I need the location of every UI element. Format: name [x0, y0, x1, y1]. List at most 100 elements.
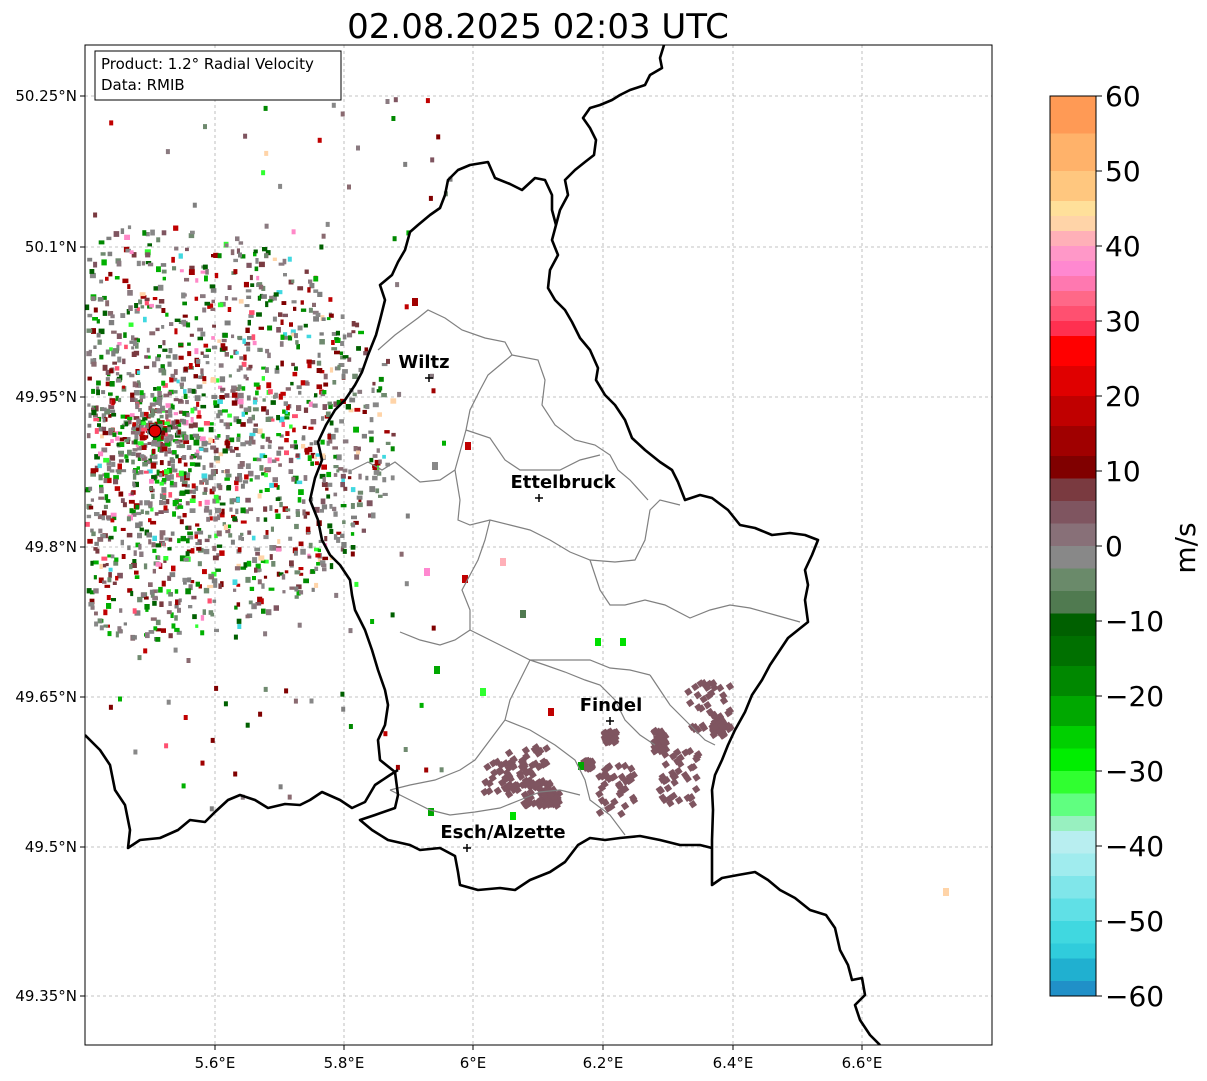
echo-pixel — [336, 536, 341, 543]
echo-pixel — [280, 319, 284, 325]
echo-pixel — [489, 759, 498, 768]
echo-pixel — [520, 610, 526, 618]
echo-pixel — [247, 470, 254, 477]
colorbar-band — [1050, 478, 1096, 502]
echo-pixel — [208, 474, 214, 481]
echo-pixel — [161, 446, 168, 452]
echo-pixel — [412, 298, 418, 306]
echo-pixel — [189, 265, 195, 270]
echo-pixel — [261, 285, 266, 291]
echo-pixel — [210, 307, 216, 311]
echo-pixel — [138, 299, 143, 305]
echo-pixel — [222, 522, 226, 527]
echo-pixel — [93, 261, 98, 268]
echo-pixel — [155, 619, 161, 626]
echo-pixel — [261, 472, 266, 476]
echo-pixel — [218, 583, 222, 589]
echo-pixel — [294, 366, 298, 371]
echo-pixel — [151, 542, 156, 548]
echo-pixel — [331, 340, 335, 345]
echo-pixel — [309, 283, 315, 289]
echo-pixel — [257, 568, 262, 572]
echo-pixel — [133, 749, 138, 755]
echo-pixel — [236, 387, 241, 392]
echo-pixel — [284, 570, 289, 574]
echo-pixel — [332, 446, 338, 450]
colorbar-band — [1050, 276, 1096, 292]
echo-pixel — [145, 510, 150, 515]
echo-pixel — [124, 234, 130, 240]
echo-pixel — [121, 386, 127, 392]
city-wiltz: Wiltz — [398, 352, 450, 382]
echo-pixel — [174, 604, 179, 609]
echo-pixel — [150, 520, 157, 525]
echo-pixel — [131, 335, 135, 341]
echo-pixel — [516, 772, 526, 781]
echo-pixel — [521, 767, 530, 776]
echo-pixel — [278, 312, 283, 317]
echo-pixel — [108, 320, 115, 326]
colorbar-band — [1050, 501, 1096, 524]
echo-pixel — [101, 407, 107, 411]
echo-pixel — [203, 421, 210, 426]
echo-pixel — [296, 344, 300, 350]
echo-pixel — [137, 457, 141, 461]
colorbar-band — [1050, 336, 1096, 367]
echo-pixel — [183, 366, 188, 372]
echo-pixel — [102, 430, 109, 436]
echo-pixel — [261, 433, 265, 439]
echo-pixel — [326, 471, 332, 478]
echo-pixel — [287, 256, 292, 262]
echo-pixel — [127, 225, 132, 230]
echo-pixel — [372, 402, 379, 408]
lon-tick-label: 6.6°E — [842, 1054, 883, 1072]
echo-pixel — [135, 443, 139, 448]
echo-pixel — [128, 305, 133, 311]
echo-pixel — [693, 690, 702, 700]
echo-pixel — [269, 545, 273, 551]
echo-pixel — [98, 577, 104, 583]
echo-pixel — [372, 454, 378, 458]
echo-pixel — [620, 801, 630, 811]
echo-pixel — [378, 459, 382, 464]
echo-pixel — [236, 436, 241, 442]
echo-pixel — [301, 437, 306, 441]
echo-pixel — [532, 780, 541, 789]
echo-pixel — [115, 575, 119, 581]
echo-pixel — [108, 271, 113, 277]
echo-pixel — [161, 230, 167, 236]
echo-pixel — [241, 411, 245, 417]
echo-pixel — [314, 454, 317, 460]
echo-pixel — [165, 427, 171, 433]
echo-pixel — [139, 292, 146, 297]
echo-pixel — [107, 554, 113, 558]
echo-pixel — [151, 441, 157, 447]
echo-pixel — [174, 615, 178, 621]
echo-pixel — [195, 449, 200, 454]
echo-pixel — [172, 468, 178, 473]
echo-pixel — [278, 446, 284, 450]
echo-pixel — [300, 308, 307, 312]
echo-pixel — [202, 307, 207, 313]
echo-pixel — [97, 618, 103, 624]
echo-pixel — [233, 634, 238, 640]
city-label: Wiltz — [398, 352, 449, 373]
echo-pixel — [390, 446, 395, 452]
echo-pixel — [100, 434, 104, 439]
echo-pixel — [261, 406, 267, 412]
echo-pixel — [185, 551, 190, 557]
echo-pixel — [125, 248, 131, 253]
echo-pixel — [319, 339, 325, 345]
echo-pixel — [96, 386, 100, 391]
echo-pixel — [174, 440, 181, 444]
echo-pixel — [307, 553, 311, 558]
echo-pixel — [214, 272, 219, 279]
echo-pixel — [264, 223, 269, 229]
echo-pixel — [153, 454, 158, 459]
echo-pixel — [371, 512, 376, 519]
echo-pixel — [209, 516, 213, 521]
echo-pixel — [217, 409, 223, 416]
echo-pixel — [272, 316, 277, 322]
echo-pixel — [156, 408, 162, 414]
echo-pixel — [685, 747, 695, 756]
